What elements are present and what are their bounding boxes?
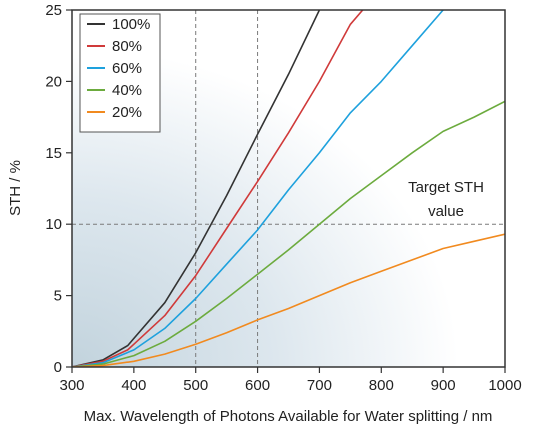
- y-tick-label: 20: [45, 73, 62, 90]
- y-axis-title: STH / %: [7, 160, 24, 216]
- x-tick-label: 700: [307, 377, 332, 394]
- y-tick-label: 5: [54, 288, 62, 305]
- legend-label-3: 40%: [112, 82, 142, 99]
- y-tick-label: 0: [54, 359, 62, 376]
- legend-label-4: 20%: [112, 104, 142, 121]
- legend-label-1: 80%: [112, 38, 142, 55]
- legend-label-2: 60%: [112, 60, 142, 77]
- series-line-4: [72, 233, 505, 367]
- series-line-1: [72, 10, 364, 367]
- plot-frame: [71, 9, 506, 368]
- x-tick-label: 1000: [488, 377, 521, 394]
- series-line-3: [72, 100, 505, 367]
- legend-label-0: 100%: [112, 16, 150, 33]
- reference-lines: [72, 10, 505, 367]
- x-tick-label: 800: [369, 377, 394, 394]
- y-tick-label: 25: [45, 2, 62, 19]
- y-tick-label: 10: [45, 216, 62, 233]
- x-tick-label: 400: [121, 377, 146, 394]
- target-annotation: Target STH value: [408, 179, 484, 220]
- legend: 100% 80% 60% 40% 20%: [79, 13, 161, 133]
- x-tick-label: 500: [183, 377, 208, 394]
- x-tick-label: 300: [59, 377, 84, 394]
- annotation-line-2: value: [428, 203, 464, 220]
- y-tick-label: 15: [45, 145, 62, 162]
- series-line-0: [72, 10, 321, 367]
- x-axis-title: Max. Wavelength of Photons Available for…: [84, 408, 493, 425]
- x-tick-label: 900: [431, 377, 456, 394]
- axis-ticks: 300 400 500 600 700 800 900 1000 0 5 10 15 20 25: [45, 2, 521, 394]
- x-tick-label: 600: [245, 377, 270, 394]
- series-line-2: [72, 10, 444, 367]
- series-layer: [72, 10, 505, 367]
- annotation-line-1: Target STH: [408, 179, 484, 196]
